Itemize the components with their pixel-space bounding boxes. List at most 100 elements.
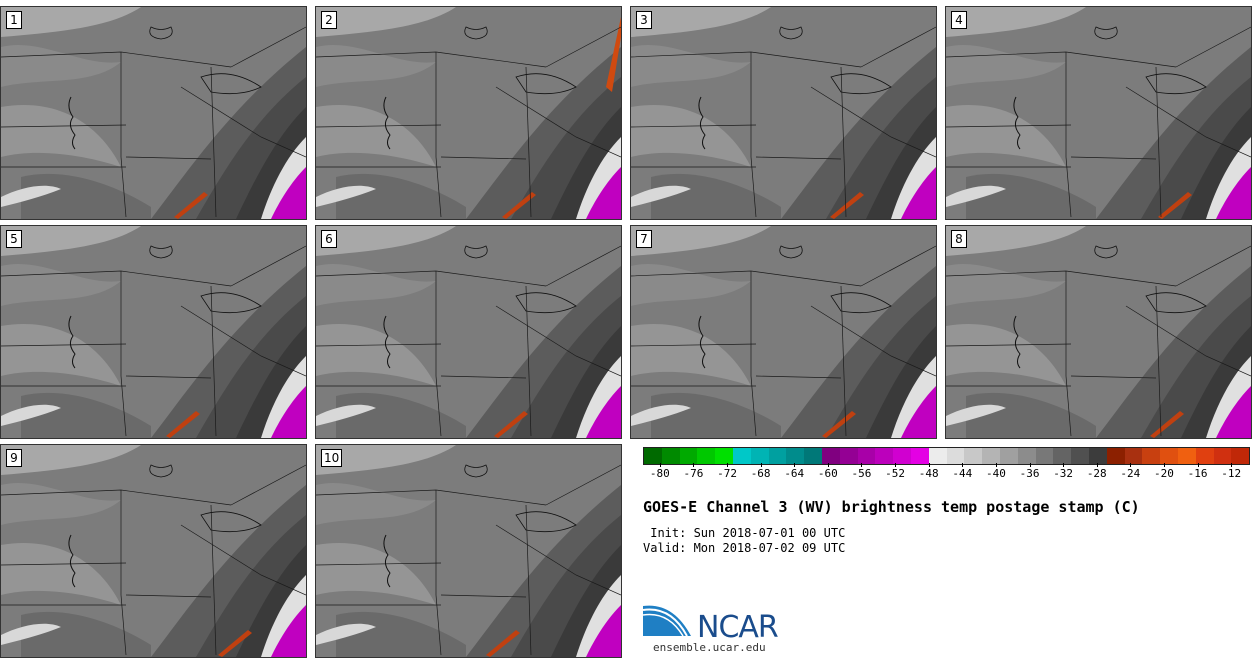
colorbar-tick	[1197, 463, 1199, 467]
colorbar-swatch	[1088, 448, 1107, 464]
colorbar-tick	[1130, 463, 1132, 467]
colorbar-tick-label: -56	[851, 467, 872, 480]
colorbar-tick	[928, 463, 930, 467]
colorbar-tick	[727, 463, 729, 467]
colorbar-tick-label: -52	[885, 467, 906, 480]
map-image	[316, 445, 621, 657]
colorbar-tick-label: -64	[784, 467, 805, 480]
colorbar-tick-label: -24	[1120, 467, 1141, 480]
postage-stamp-panel-2: 2	[315, 6, 622, 220]
colorbar-tick-label: -36	[1019, 467, 1040, 480]
panel-number: 7	[636, 230, 652, 248]
postage-stamp-panel-10: 10	[315, 444, 622, 658]
postage-stamp-panel-9: 9	[0, 444, 307, 658]
map-image	[1, 226, 306, 438]
colorbar-tick	[760, 463, 762, 467]
colorbar-tick	[1029, 463, 1031, 467]
colorbar-tick	[693, 463, 695, 467]
colorbar-ticks: -80 -76 -72 -68 -64 -60 -56 -52 -48 -44 -40 -36 -32-…	[643, 463, 1250, 483]
colorbar-tick	[794, 463, 796, 467]
map-image	[631, 226, 936, 438]
colorbar-tick	[895, 463, 897, 467]
panel-number: 4	[951, 11, 967, 29]
site-url: ensemble.ucar.edu	[653, 641, 766, 654]
init-time: Init: Sun 2018-07-01 00 UTC	[643, 526, 846, 540]
colorbar-swatch	[1177, 448, 1196, 464]
map-image	[946, 226, 1251, 438]
colorbar-tick-label: -44	[952, 467, 973, 480]
colorbar-swatch	[715, 448, 733, 464]
colorbar-tick-label: -60	[817, 467, 838, 480]
colorbar-swatch	[964, 448, 983, 464]
panel-number: 5	[6, 230, 22, 248]
panel-number: 10	[321, 449, 343, 467]
colorbar-swatch	[1071, 448, 1089, 464]
colorbar-tick-label: -16	[1187, 467, 1208, 480]
postage-stamp-panel-4: 4	[945, 6, 1252, 220]
colorbar-tick	[659, 463, 661, 467]
colorbar-swatch	[893, 448, 911, 464]
colorbar-swatch	[1053, 448, 1072, 464]
colorbar-tick	[962, 463, 964, 467]
colorbar-swatch	[644, 448, 662, 464]
colorbar-tick	[1063, 463, 1065, 467]
colorbar-swatch	[1213, 448, 1232, 464]
postage-stamp-panel-8: 8	[945, 225, 1252, 439]
colorbar-swatch	[804, 448, 822, 464]
map-image	[946, 7, 1251, 219]
colorbar-tick-label: -48	[918, 467, 939, 480]
colorbar-swatch	[786, 448, 805, 464]
panel-number: 9	[6, 449, 22, 467]
map-image	[1, 7, 306, 219]
valid-time: Valid: Mon 2018-07-02 09 UTC	[643, 541, 846, 555]
panel-number: 2	[321, 11, 337, 29]
colorbar-tick	[1096, 463, 1098, 467]
postage-stamp-panel-3: 3	[630, 6, 937, 220]
map-image	[316, 7, 621, 219]
colorbar-swatch	[1142, 448, 1161, 464]
colorbar-swatch	[768, 448, 787, 464]
colorbar-swatch	[732, 448, 751, 464]
colorbar-swatch	[928, 448, 947, 464]
colorbar-swatch	[910, 448, 929, 464]
colorbar-tick-label: -76	[683, 467, 704, 480]
page-title: GOES-E Channel 3 (WV) brightness temp po…	[643, 498, 1140, 516]
postage-stamp-panel-5: 5	[0, 225, 307, 439]
colorbar-tick	[827, 463, 829, 467]
postage-stamp-panel-7: 7	[630, 225, 937, 439]
colorbar-tick	[861, 463, 863, 467]
colorbar-tick	[995, 463, 997, 467]
colorbar-swatch	[982, 448, 1000, 464]
map-image	[1, 445, 306, 657]
map-image	[316, 226, 621, 438]
ncar-logo-icon	[643, 605, 691, 637]
ncar-logo-text: NCAR	[697, 610, 779, 645]
colorbar-swatch	[750, 448, 769, 464]
colorbar-swatch	[1106, 448, 1125, 464]
colorbar-swatch	[697, 448, 716, 464]
colorbar-swatch	[839, 448, 858, 464]
colorbar-swatch	[1231, 448, 1250, 464]
colorbar-swatch	[1195, 448, 1214, 464]
panel-number: 3	[636, 11, 652, 29]
colorbar-swatch	[1124, 448, 1143, 464]
colorbar-tick-label: -80	[649, 467, 670, 480]
colorbar-tick-label: -40	[985, 467, 1006, 480]
colorbar-swatch	[661, 448, 680, 464]
colorbar-swatch	[946, 448, 965, 464]
colorbar-tick-label: -68	[750, 467, 771, 480]
colorbar-tick-label: -72	[717, 467, 737, 480]
colorbar-swatch	[875, 448, 894, 464]
colorbar-tick	[1163, 463, 1165, 467]
panel-number: 8	[951, 230, 967, 248]
postage-stamp-panel-1: 1	[0, 6, 307, 220]
colorbar-tick-label: -12	[1221, 467, 1242, 480]
colorbar-swatch	[999, 448, 1018, 464]
postage-stamp-panel-6: 6	[315, 225, 622, 439]
colorbar	[643, 447, 1250, 465]
map-image	[631, 7, 936, 219]
colorbar-tick-label: -32	[1053, 467, 1074, 480]
colorbar-tick-label: -28	[1086, 467, 1107, 480]
panel-number: 6	[321, 230, 337, 248]
colorbar-swatch	[857, 448, 876, 464]
